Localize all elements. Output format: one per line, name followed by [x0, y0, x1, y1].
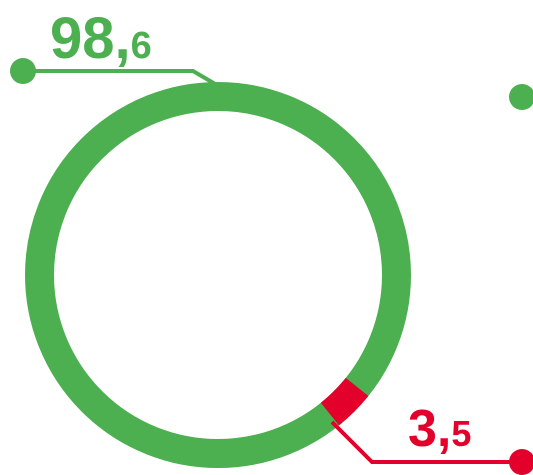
green-callout: 98,6: [10, 6, 224, 90]
red-callout-line: [330, 420, 522, 464]
red-callout: 3,5: [330, 400, 533, 475]
red-value-int: 3,: [408, 400, 451, 458]
slice-red: [320, 377, 369, 426]
green-value-label: 98,6: [50, 6, 152, 71]
red-callout-dot: [509, 449, 533, 475]
slice-green: [25, 82, 411, 468]
red-value-label: 3,5: [408, 400, 471, 458]
donut-ring: [25, 82, 411, 468]
green-value-int: 98,: [50, 6, 131, 71]
green-callout-line: [23, 69, 224, 90]
red-value-dec: 5: [451, 413, 471, 454]
green-value-dec: 6: [131, 25, 152, 67]
green-marker-dot: [509, 84, 533, 110]
